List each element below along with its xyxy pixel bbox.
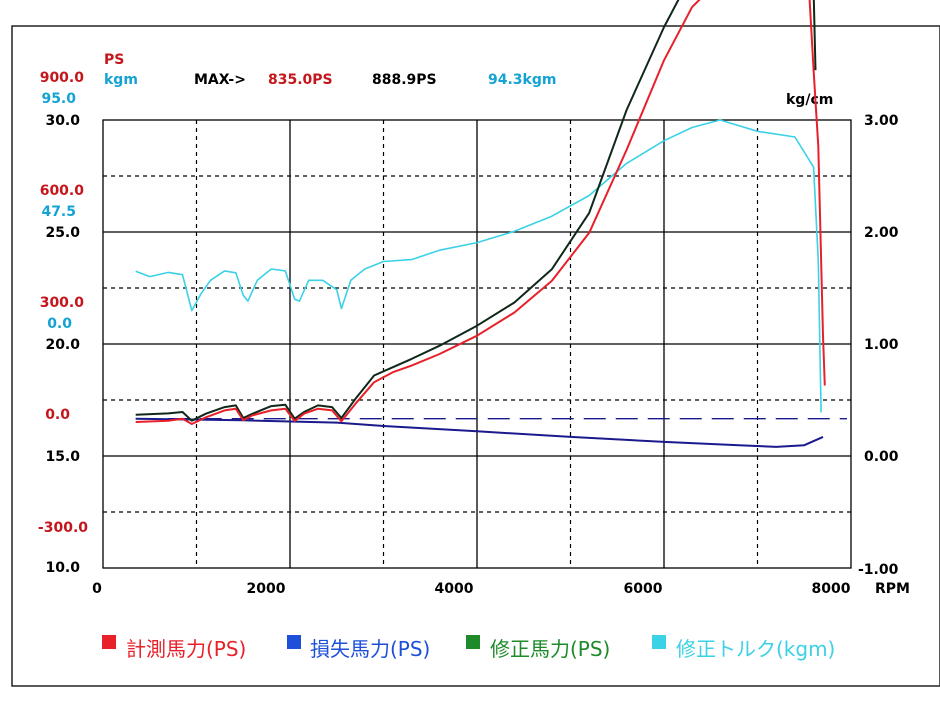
x-axis-tick: 0 — [92, 581, 102, 597]
legend-label-measured: 計測馬力(PS) — [126, 637, 246, 661]
grid-lines — [103, 120, 851, 568]
left-axis-tick: 30.0 — [45, 113, 80, 129]
legend-label-loss: 損失馬力(PS) — [310, 637, 430, 661]
left-axis-tick: 10.0 — [45, 560, 80, 576]
right-axis-tick: 3.00 — [864, 113, 899, 129]
legend-swatch-loss — [287, 635, 301, 649]
x-axis-tick: 2000 — [247, 581, 286, 597]
kgm-axis-tick: 95.0 — [41, 91, 76, 107]
x-unit-label: RPM — [875, 581, 910, 597]
corrected-ps-line — [135, 0, 817, 422]
ps-axis-tick: 600.0 — [40, 183, 85, 199]
outer-frame — [11, 25, 940, 687]
right-axis-tick: 1.00 — [864, 337, 899, 353]
max-corrected-ps: 888.9PS — [372, 72, 437, 88]
max-prefix: MAX-> — [194, 72, 246, 88]
x-axis-tick: 8000 — [812, 581, 851, 597]
ps-axis-tick: -300.0 — [38, 520, 88, 536]
ps-unit-label: PS — [104, 52, 124, 68]
legend-swatch-corrected — [466, 635, 480, 649]
kgm-axis-tick: 0.0 — [47, 316, 72, 332]
legend-label-torque: 修正トルク(kgm) — [676, 637, 835, 661]
x-axis-tick: 4000 — [435, 581, 474, 597]
right-unit-label: kg/cm — [786, 92, 833, 108]
left-axis-tick: 15.0 — [45, 449, 80, 465]
x-axis-tick: 6000 — [624, 581, 663, 597]
ps-axis-tick: 300.0 — [40, 295, 85, 311]
corrected-torque-line — [135, 119, 822, 413]
legend-swatch-measured — [102, 635, 116, 649]
legend-label-corrected: 修正馬力(PS) — [490, 637, 610, 661]
max-measured-ps: 835.0PS — [268, 72, 333, 88]
loss-ps-line — [135, 417, 824, 448]
max-torque-kgm: 94.3kgm — [488, 72, 556, 88]
right-axis-tick: -1.00 — [858, 562, 899, 578]
kgm-axis-tick: 47.5 — [41, 204, 76, 220]
left-axis-tick: 25.0 — [45, 225, 80, 241]
legend: 計測馬力(PS) 損失馬力(PS) 修正馬力(PS) 修正トルク(kgm) — [102, 635, 835, 661]
kgm-unit-label: kgm — [104, 72, 138, 88]
measured-ps-line — [135, 0, 826, 425]
legend-swatch-torque — [652, 635, 666, 649]
series-layer — [135, 0, 826, 448]
right-axis-tick: 2.00 — [864, 225, 899, 241]
ps-axis-tick: 900.0 — [40, 70, 85, 86]
left-axis-tick: 20.0 — [45, 337, 80, 353]
right-axis-tick: 0.00 — [864, 449, 899, 465]
ps-axis-tick: 0.0 — [45, 407, 70, 423]
